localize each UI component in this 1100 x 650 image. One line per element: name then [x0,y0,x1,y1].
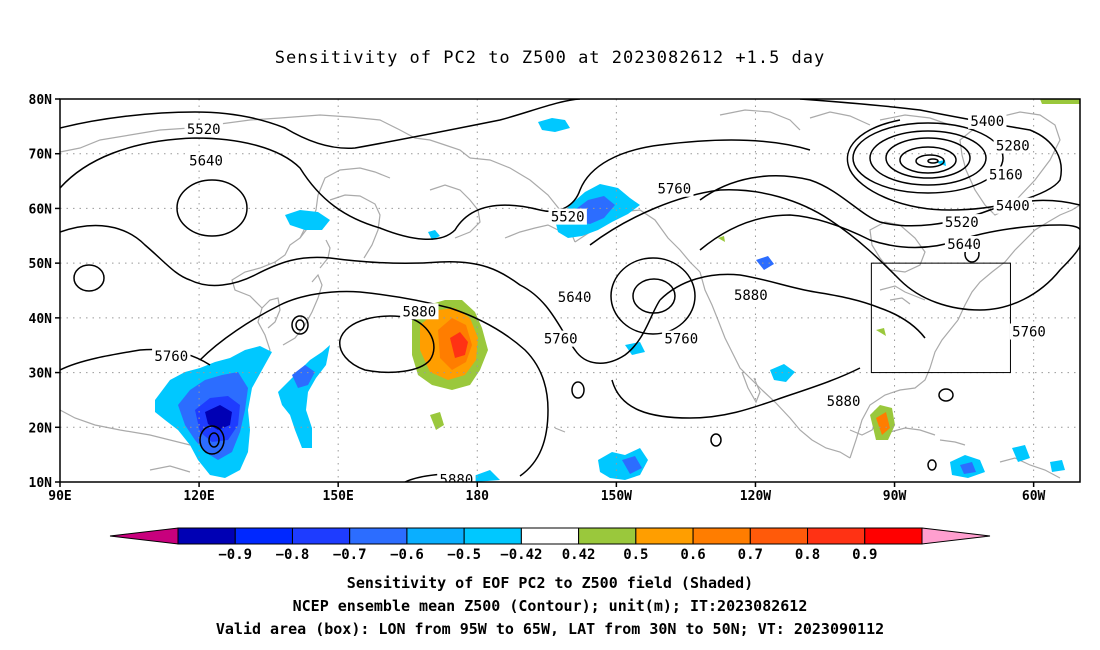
colorbar-box [520,527,580,545]
contour-label-bg [731,286,771,303]
lon-label: 150E [323,489,354,504]
colorbar-label: −0.8 [276,547,310,563]
contour-label-bg [184,121,223,138]
contour-label: 5760 [1012,325,1046,341]
contour-label-bg [400,303,439,320]
lat-label: 50N [29,257,53,272]
contour-label-bg [548,208,587,225]
sensitivity-shading [155,99,1080,482]
contour-label-bg [986,166,1026,183]
colorbar-box [749,527,809,545]
colorbar-label: −0.42 [500,547,542,563]
contour-label: 5160 [989,168,1023,184]
contour-label: 5640 [558,290,592,306]
valid-area-box [870,262,1011,374]
colorbar-label: 0.5 [623,547,648,563]
contour-label: 5880 [440,472,474,488]
contour-label-bg [662,330,701,347]
contour-label: 5640 [189,153,223,169]
contour-label-bg [541,330,580,347]
z500-contours [60,99,1080,482]
colorbar-label: 0.9 [852,547,877,563]
contour-label-bg [555,289,594,306]
colorbar-min-arrow [109,527,179,545]
colorbar-label: −0.6 [390,547,424,563]
contour-label: 5400 [996,199,1030,215]
contour-label: 5760 [664,332,698,348]
footer-line-2: NCEP ensemble mean Z500 (Contour); unit(… [292,597,808,615]
contour-label: 5760 [154,349,188,365]
contour-label: 5640 [947,237,981,253]
colorbar-max-arrow [921,527,991,545]
contour-label: 5880 [827,394,861,410]
map-grid [60,99,1080,482]
lon-label: 180 [466,489,490,504]
contour-label-bg [152,348,191,365]
lon-label: 120E [183,489,214,504]
colorbar-box [234,527,293,545]
lat-label: 60N [29,202,53,217]
colorbar-label: −0.7 [333,547,367,563]
contour-label: 5520 [187,122,221,138]
contour-label-bg [993,137,1032,154]
map-title: Sensitivity of PC2 to Z500 at 2023082612… [274,48,826,68]
colorbar-label: 0.7 [738,547,763,563]
contour-label: 5520 [551,210,585,226]
footer-line-3: Valid area (box): LON from 95W to 65W, L… [215,620,885,638]
contour-label-bg [942,214,981,231]
lat-label: 80N [29,93,53,108]
lon-label: 90E [48,489,71,504]
colorbar-label: 0.6 [680,547,705,563]
colorbar-box [177,527,236,545]
contour-label-bg [968,112,1007,129]
contour-label-bg [655,180,694,197]
colorbar-label: 0.8 [795,547,820,563]
lat-label: 30N [29,367,53,382]
colorbar-box [291,527,351,545]
colorbar-box [807,527,866,545]
contour-label-bg [944,235,984,252]
colorbar-box [578,527,637,545]
colorbar-box [406,527,465,545]
lat-label: 70N [29,148,53,163]
colorbar-label: 0.42 [562,547,596,563]
colorbar-box [635,527,694,545]
colorbar-label: −0.5 [447,547,481,563]
colorbar: −0.9 −0.8 −0.7 −0.6 −0.5 −0.42 0.42 0.5 0.6 0.7 0.… [109,527,991,563]
contour-label: 5520 [945,215,979,231]
contour-label: 5760 [544,332,578,348]
contour-label: 5880 [402,304,436,320]
lon-label: 120W [740,489,771,504]
lon-label: 90W [883,489,907,504]
contour-label-bg [824,393,863,410]
lon-label: 150W [601,489,632,504]
contour-label: 5880 [734,288,768,304]
contour-label-bg [993,197,1032,214]
colorbar-box [463,527,522,545]
lat-label: 10N [29,476,53,491]
colorbar-label: −0.9 [218,547,252,563]
lon-label: 60W [1022,489,1046,504]
footer-line-1: Sensitivity of EOF PC2 to Z500 field (Sh… [346,574,754,592]
contour-labels: 5520 5640 5400 5280 5160 5760 5400 5520 5520 5640… [152,112,1049,488]
contour-label-bg [1009,323,1049,340]
contour-label: 5760 [657,182,691,198]
colorbar-box [864,527,923,545]
colorbar-box [349,527,408,545]
lat-label: 40N [29,312,53,327]
contour-label: 5400 [970,114,1004,130]
contour-label-bg [437,471,476,482]
contour-label: 5280 [996,139,1030,155]
colorbar-box [692,527,751,545]
contour-label-bg [186,152,226,169]
lat-label: 20N [29,421,53,436]
map-frame [59,98,1081,483]
